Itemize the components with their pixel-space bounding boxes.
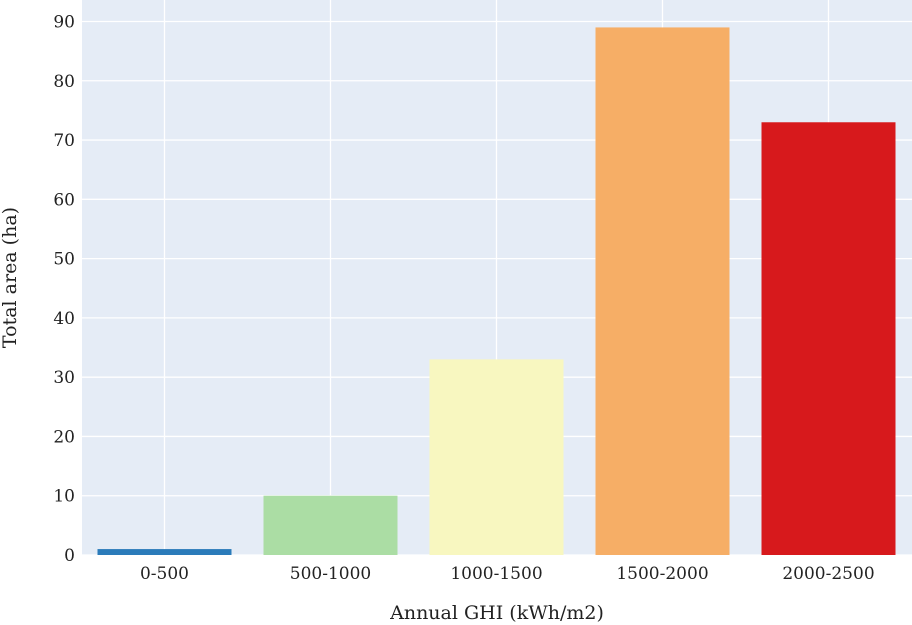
x-tick-label: 1500-2000: [616, 564, 708, 584]
bar-0-500: [97, 549, 232, 555]
y-tick-label: 40: [53, 309, 75, 329]
bar-500-1000: [263, 495, 398, 555]
x-tick-label: 500-1000: [290, 564, 371, 584]
bar-2000-2500: [761, 122, 896, 556]
x-tick-label: 1000-1500: [450, 564, 542, 584]
y-tick-label: 90: [53, 13, 75, 33]
bar-1000-1500: [429, 359, 564, 555]
bars: [97, 27, 896, 556]
y-tick-label: 30: [53, 368, 75, 388]
y-tick-label: 80: [53, 72, 75, 92]
y-tick-label: 60: [53, 190, 75, 210]
x-axis-ticks: 0-500 500-1000 1000-1500 1500-2000 2000-2500: [140, 564, 875, 584]
y-tick-label: 10: [53, 487, 75, 507]
y-axis-title: Total area (ha): [0, 207, 21, 348]
x-tick-label: 2000-2500: [782, 564, 874, 584]
y-tick-label: 70: [53, 131, 75, 151]
bar-1500-2000: [595, 27, 730, 555]
x-axis-title: Annual GHI (kWh/m2): [389, 602, 604, 624]
y-axis-ticks: 0 10 20 30 40 50 60 70 80 90: [53, 13, 75, 567]
y-tick-label: 0: [64, 546, 75, 566]
x-tick-label: 0-500: [140, 564, 189, 584]
y-tick-label: 20: [53, 427, 75, 447]
y-tick-label: 50: [53, 250, 75, 270]
